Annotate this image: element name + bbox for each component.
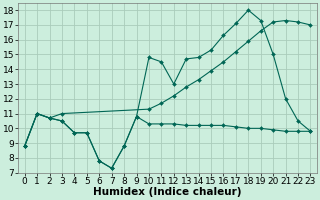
X-axis label: Humidex (Indice chaleur): Humidex (Indice chaleur): [93, 187, 242, 197]
